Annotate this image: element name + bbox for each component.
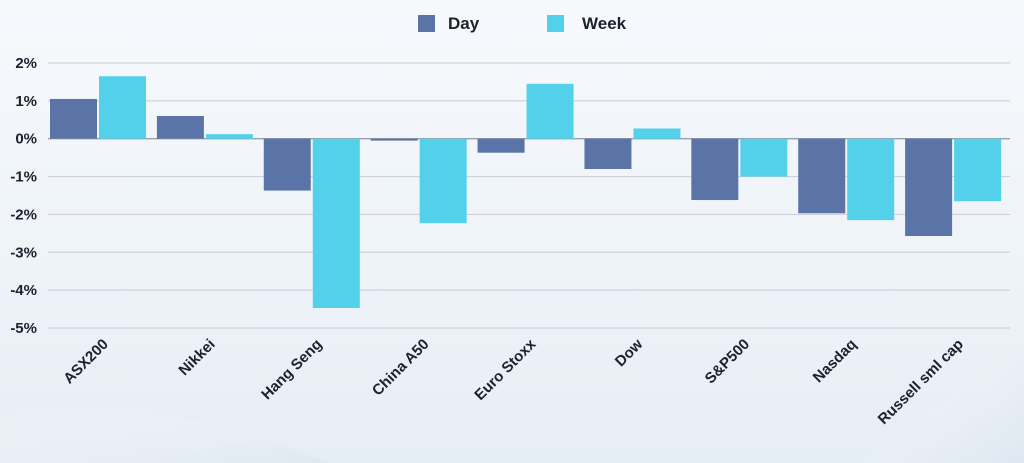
bar-week-dow — [633, 128, 681, 139]
bar-week-asx200 — [99, 76, 146, 139]
x-category-label: Euro Stoxx — [471, 335, 539, 403]
bar-day-nikkei — [156, 116, 204, 139]
y-tick-label: 1% — [15, 93, 37, 110]
y-tick-label: -1% — [10, 169, 37, 186]
x-category-label: Dow — [612, 336, 647, 371]
y-tick-label: 2% — [15, 55, 37, 72]
bar-week-china-a50 — [419, 138, 467, 224]
bar-week-euro-stoxx — [526, 83, 574, 139]
legend-swatch-week — [547, 15, 564, 32]
bar-day-s-p500 — [691, 138, 739, 201]
x-category-label: Hang Seng — [258, 336, 325, 403]
legend: Day Week — [418, 14, 627, 33]
legend-label-week: Week — [582, 14, 627, 33]
y-tick-label: 0% — [15, 131, 37, 148]
bar-week-nikkei — [205, 134, 253, 139]
bar-week-nasdaq — [847, 138, 895, 221]
bar-week-russell-sml-cap — [954, 138, 1002, 202]
legend-swatch-day — [418, 15, 435, 32]
x-category-label: S&P500 — [702, 336, 754, 388]
y-tick-label: -5% — [10, 320, 37, 337]
bar-day-dow — [584, 138, 632, 169]
x-category-label: China A50 — [369, 336, 432, 399]
x-category-label: Nasdaq — [810, 336, 860, 386]
y-tick-label: -2% — [10, 206, 37, 223]
bar-day-russell-sml-cap — [905, 138, 953, 237]
y-tick-label: -4% — [10, 282, 37, 299]
x-axis: ASX200 Nikkei Hang Seng China A50 Euro Stoxx… — [60, 335, 967, 428]
bars — [50, 76, 1002, 308]
y-tick-label: -3% — [10, 244, 37, 261]
x-category-label: ASX200 — [60, 336, 112, 388]
bar-day-hang-seng — [263, 138, 311, 191]
bar-day-nasdaq — [798, 138, 846, 214]
y-axis: 2% 1% 0% -1% -2% -3% -4% -5% — [10, 55, 37, 337]
x-category-label: Nikkei — [175, 336, 218, 379]
background-decoration — [0, 330, 1024, 463]
bar-week-hang-seng — [312, 138, 360, 308]
legend-label-day: Day — [448, 14, 480, 33]
bar-day-china-a50 — [370, 138, 418, 141]
bar-day-euro-stoxx — [477, 138, 525, 153]
bar-day-asx200 — [50, 98, 97, 139]
bar-week-s-p500 — [740, 138, 788, 177]
